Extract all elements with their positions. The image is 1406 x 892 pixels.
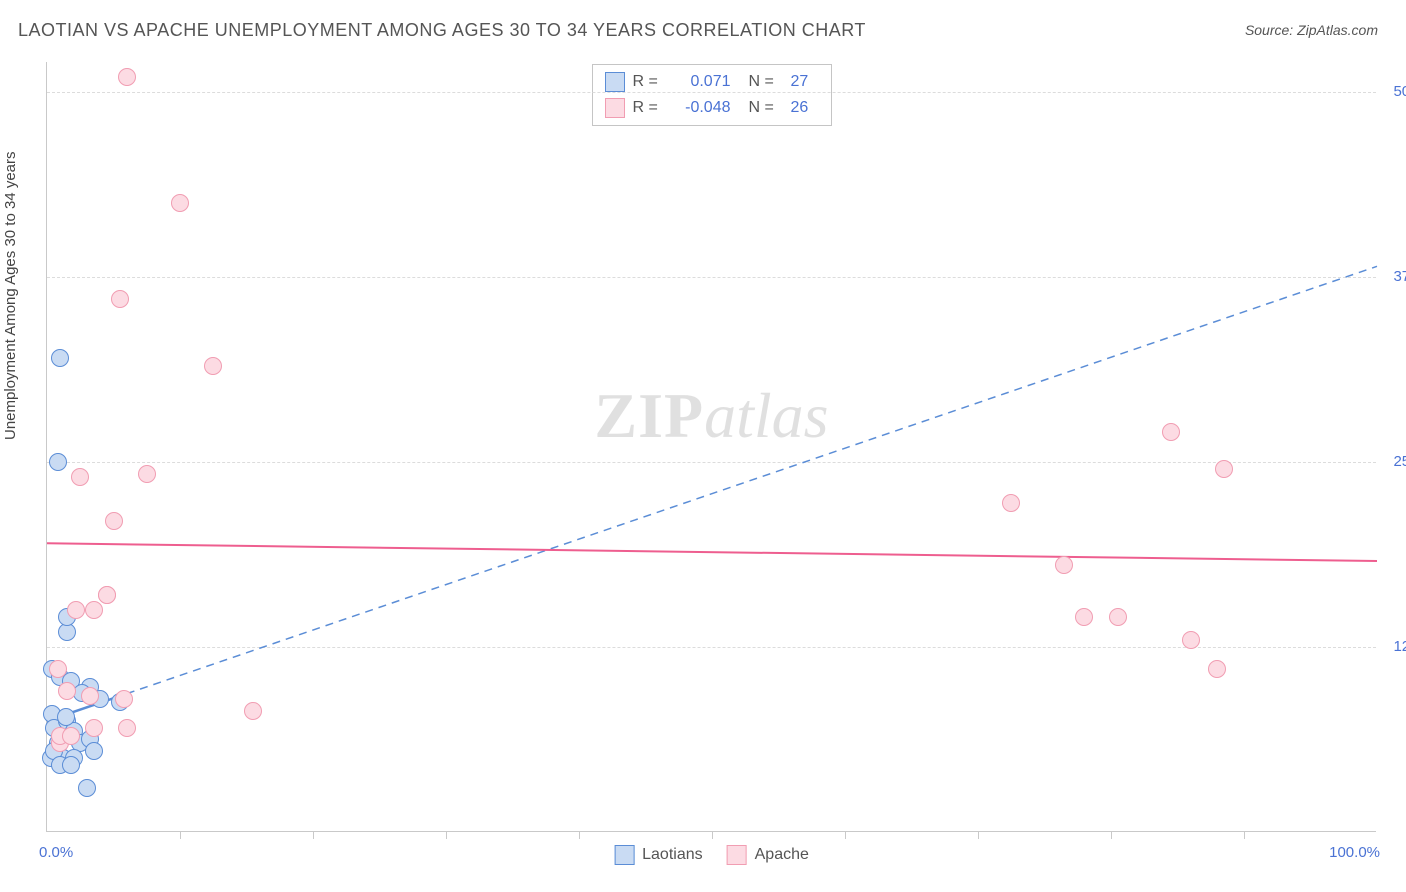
x-axis-min-label: 0.0% bbox=[39, 844, 73, 861]
data-point-apache bbox=[98, 586, 116, 604]
data-point-apache bbox=[171, 194, 189, 212]
x-axis-max-label: 100.0% bbox=[1329, 844, 1380, 861]
legend-series-label-laotians: Laotians bbox=[642, 846, 703, 864]
data-point-apache bbox=[85, 719, 103, 737]
legend-series-item-apache: Apache bbox=[727, 845, 809, 865]
data-point-apache bbox=[1109, 608, 1127, 626]
data-point-apache bbox=[111, 290, 129, 308]
x-tick bbox=[845, 831, 846, 839]
data-point-apache bbox=[1162, 423, 1180, 441]
y-tick-label: 37.5% bbox=[1382, 268, 1406, 285]
data-point-apache bbox=[1075, 608, 1093, 626]
x-tick bbox=[712, 831, 713, 839]
x-tick bbox=[579, 831, 580, 839]
data-point-laotians bbox=[51, 349, 69, 367]
legend-series-item-laotians: Laotians bbox=[614, 845, 703, 865]
data-point-apache bbox=[244, 702, 262, 720]
legend-swatch-apache bbox=[727, 845, 747, 865]
data-point-apache bbox=[81, 687, 99, 705]
data-point-apache bbox=[105, 512, 123, 530]
data-point-apache bbox=[115, 690, 133, 708]
source-label: Source: ZipAtlas.com bbox=[1245, 22, 1378, 38]
data-point-laotians bbox=[78, 779, 96, 797]
data-point-apache bbox=[49, 660, 67, 678]
data-point-apache bbox=[204, 357, 222, 375]
data-point-apache bbox=[1182, 631, 1200, 649]
data-point-apache bbox=[138, 465, 156, 483]
data-point-apache bbox=[62, 727, 80, 745]
data-point-apache bbox=[67, 601, 85, 619]
x-tick bbox=[1111, 831, 1112, 839]
data-point-laotians bbox=[85, 742, 103, 760]
chart-title: LAOTIAN VS APACHE UNEMPLOYMENT AMONG AGE… bbox=[18, 20, 866, 41]
legend-swatch-laotians bbox=[614, 845, 634, 865]
x-tick bbox=[978, 831, 979, 839]
data-point-laotians bbox=[57, 708, 75, 726]
data-point-apache bbox=[1208, 660, 1226, 678]
data-point-apache bbox=[85, 601, 103, 619]
y-tick-label: 25.0% bbox=[1382, 453, 1406, 470]
data-point-apache bbox=[118, 719, 136, 737]
data-point-apache bbox=[1002, 494, 1020, 512]
y-tick-label: 50.0% bbox=[1382, 83, 1406, 100]
legend-series-label-apache: Apache bbox=[755, 846, 809, 864]
data-point-apache bbox=[118, 68, 136, 86]
trendline-apache bbox=[47, 543, 1377, 561]
data-point-apache bbox=[1055, 556, 1073, 574]
y-tick-label: 12.5% bbox=[1382, 638, 1406, 655]
x-tick bbox=[446, 831, 447, 839]
data-point-laotians bbox=[62, 756, 80, 774]
x-tick bbox=[313, 831, 314, 839]
legend-series: Laotians Apache bbox=[614, 845, 809, 865]
data-point-apache bbox=[71, 468, 89, 486]
data-point-laotians bbox=[49, 453, 67, 471]
data-point-apache bbox=[1215, 460, 1233, 478]
x-tick bbox=[1244, 831, 1245, 839]
y-axis-label: Unemployment Among Ages 30 to 34 years bbox=[2, 151, 19, 440]
x-tick bbox=[180, 831, 181, 839]
data-point-apache bbox=[58, 682, 76, 700]
plot-area: ZIPatlas R =0.071N =27R =-0.048N =26 0.0… bbox=[46, 62, 1376, 832]
